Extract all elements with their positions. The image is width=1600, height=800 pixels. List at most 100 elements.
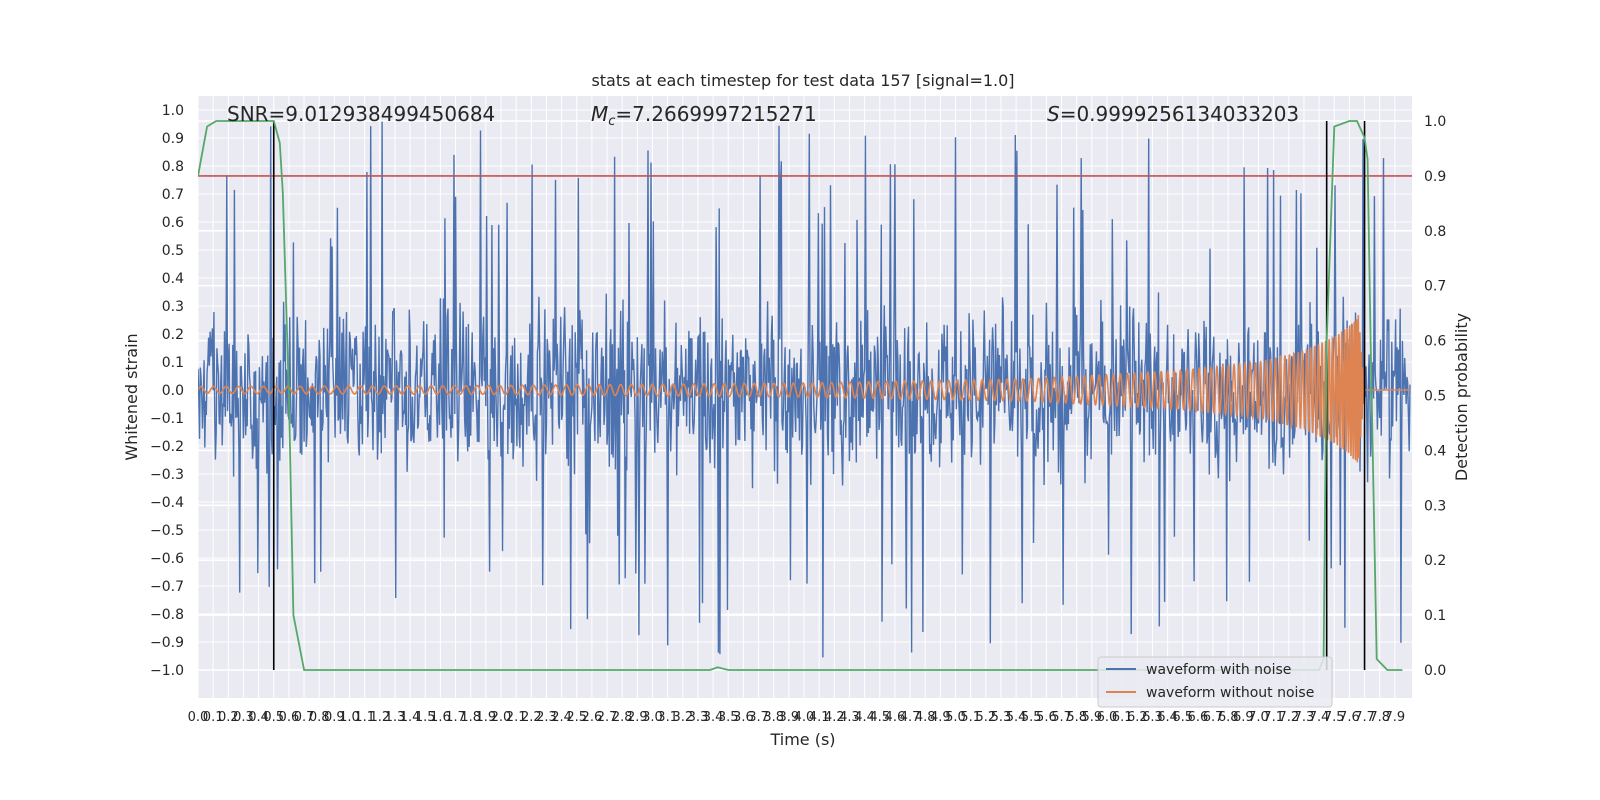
- x-tick-label: 6.9: [1233, 710, 1254, 725]
- y2-tick-label: 0.7: [1424, 279, 1446, 295]
- chart-title: stats at each timestep for test data 157…: [591, 71, 1014, 90]
- y-tick-label: −0.6: [150, 551, 184, 567]
- x-tick-label: 3.4: [703, 710, 724, 725]
- y2-tick-label: 1.0: [1424, 114, 1446, 130]
- legend-label-noise: waveform with noise: [1146, 662, 1291, 678]
- legend-box: [1097, 656, 1333, 708]
- y2-tick-labels: 1.0 0.9 0.8 0.7 0.6 0.5 0.4 0.3 0.2 0.1 0.0: [1424, 114, 1446, 679]
- x-tick-label: 2.9: [627, 710, 648, 725]
- legend: waveform with noise waveform without noi…: [1097, 656, 1333, 708]
- x-tick-label: 1.0: [339, 710, 360, 725]
- x-tick-label: 6.1: [1112, 710, 1133, 725]
- x-tick-label: 3.0: [642, 710, 663, 725]
- x-tick-label: 7.9: [1385, 710, 1406, 725]
- y-tick-label: −0.8: [150, 607, 184, 623]
- x-tick-label: 6.7: [1203, 710, 1224, 725]
- x-tick-label: 1.9: [476, 710, 497, 725]
- y-tick-label: −0.7: [150, 579, 184, 595]
- x-tick-label: 5.8: [1066, 710, 1087, 725]
- x-tick-label: 6.0: [1097, 710, 1118, 725]
- x-tick-label: 0.3: [233, 710, 254, 725]
- y2-tick-label: 0.5: [1424, 389, 1446, 405]
- x-tick-label: 4.6: [885, 710, 906, 725]
- x-tick-label: 4.8: [915, 710, 936, 725]
- x-tick-label: 0.2: [218, 710, 239, 725]
- y-axis-label: Whitened strain: [122, 333, 141, 460]
- x-tick-label: 6.6: [1188, 710, 1209, 725]
- series-detection-probability: [198, 120, 1403, 671]
- x-tick-label: 4.9: [930, 710, 951, 725]
- x-tick-label: 7.3: [1294, 710, 1315, 725]
- legend-label-clean: waveform without noise: [1146, 685, 1314, 701]
- y-tick-label: 0.4: [162, 271, 184, 287]
- x-tick-label: 3.2: [672, 710, 693, 725]
- y-tick-label: 0.8: [162, 159, 184, 175]
- x-tick-label: 7.8: [1369, 710, 1390, 725]
- x-tick-label: 0.9: [324, 710, 345, 725]
- x-tick-label: 2.5: [566, 710, 587, 725]
- x-tick-label: 1.3: [385, 710, 406, 725]
- y2-tick-label: 0.1: [1424, 608, 1446, 624]
- s-annotation: S=0.9999256134033203: [1047, 102, 1299, 126]
- x-tick-label: 7.6: [1339, 710, 1360, 725]
- x-tick-label: 6.8: [1218, 710, 1239, 725]
- x-tick-label: 3.3: [688, 710, 709, 725]
- x-tick-label: 4.5: [869, 710, 890, 725]
- x-tick-label: 1.6: [430, 710, 451, 725]
- x-tick-label: 4.2: [824, 710, 845, 725]
- y-tick-label: 0.2: [162, 327, 184, 343]
- x-tick-label: 0.7: [294, 710, 315, 725]
- x-tick-label: 4.1: [809, 710, 830, 725]
- y2-tick-label: 0.3: [1424, 498, 1446, 514]
- x-tick-label: 4.3: [839, 710, 860, 725]
- x-tick-label: 1.1: [354, 710, 375, 725]
- x-tick-label: 2.6: [582, 710, 603, 725]
- x-tick-label: 5.7: [1051, 710, 1072, 725]
- x-tick-label: 2.2: [521, 710, 542, 725]
- y2-tick-label: 0.9: [1424, 169, 1446, 185]
- x-tick-label: 5.6: [1036, 710, 1057, 725]
- x-tick-label: 7.0: [1248, 710, 1269, 725]
- x-tick-label: 4.0: [794, 710, 815, 725]
- x-tick-label: 5.9: [1082, 710, 1103, 725]
- x-tick-label: 1.7: [445, 710, 466, 725]
- x-tick-label: 6.3: [1142, 710, 1163, 725]
- snr-annotation: SNR=9.012938499450684: [227, 102, 495, 126]
- y-tick-label: −0.2: [150, 439, 184, 455]
- x-tick-label: 3.9: [779, 710, 800, 725]
- y-tick-label: 0.3: [162, 299, 184, 315]
- y-tick-label: 1.0: [162, 103, 184, 119]
- x-tick-label: 0.5: [263, 710, 284, 725]
- x-tick-label: 5.1: [960, 710, 981, 725]
- x-tick-label: 0.6: [279, 710, 300, 725]
- y-tick-label: 0.1: [162, 355, 184, 371]
- y-tick-label: −0.5: [150, 523, 184, 539]
- x-tick-label: 1.2: [369, 710, 390, 725]
- x-tick-label: 5.5: [1021, 710, 1042, 725]
- x-tick-label: 0.0: [188, 710, 209, 725]
- x-tick-label: 5.2: [975, 710, 996, 725]
- y-tick-label: 0.6: [162, 215, 184, 231]
- x-tick-label: 1.5: [415, 710, 436, 725]
- y2-axis-label: Detection probability: [1452, 313, 1471, 481]
- x-tick-label: 2.7: [597, 710, 618, 725]
- y2-tick-label: 0.8: [1424, 224, 1446, 240]
- y2-tick-label: 0.0: [1424, 663, 1446, 679]
- x-tick-label: 1.4: [400, 710, 421, 725]
- x-tick-label: 3.8: [763, 710, 784, 725]
- y-tick-label: 0.9: [162, 131, 184, 147]
- y-tick-label: −0.3: [150, 467, 184, 483]
- x-tick-label: 2.4: [551, 710, 572, 725]
- x-tick-label: 0.4: [248, 710, 269, 725]
- x-tick-label: 3.1: [657, 710, 678, 725]
- x-tick-label: 0.1: [203, 710, 224, 725]
- y-tick-label: 0.5: [162, 243, 184, 259]
- x-tick-label: 3.5: [718, 710, 739, 725]
- x-tick-label: 6.5: [1172, 710, 1193, 725]
- x-tick-label: 2.8: [612, 710, 633, 725]
- x-tick-label: 7.1: [1263, 710, 1284, 725]
- series-waveform-without-noise: [198, 315, 1410, 463]
- x-tick-label: 3.7: [748, 710, 769, 725]
- x-tick-label: 7.4: [1309, 710, 1330, 725]
